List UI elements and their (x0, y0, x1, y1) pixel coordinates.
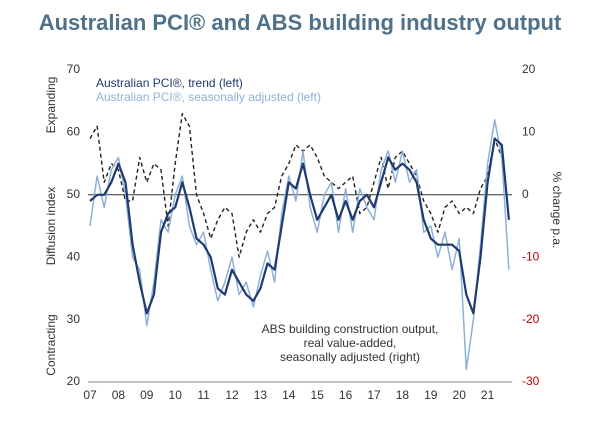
x-tick-label: 19 (424, 388, 438, 402)
y2-tick-label: 10 (522, 125, 536, 139)
x-tick-label: 11 (197, 388, 210, 402)
y2-tick-label: -20 (522, 312, 540, 326)
legend-entry: Australian PCI®, seasonally adjusted (le… (96, 90, 321, 104)
x-tick-label: 13 (254, 388, 268, 402)
y-tick-label: 30 (67, 312, 81, 326)
x-tick-label: 16 (339, 388, 353, 402)
annotation: ABS building construction output, (262, 322, 439, 336)
annotation: seasonally adjusted (right) (280, 350, 420, 364)
x-tick-label: 15 (311, 388, 325, 402)
series-line (89, 137, 510, 315)
x-tick-label: 09 (140, 388, 154, 402)
y-axis-bottom-label: Contracting (44, 314, 58, 375)
y-tick-label: 60 (67, 125, 81, 139)
x-tick-label: 18 (396, 388, 410, 402)
x-tick-label: 08 (112, 388, 126, 402)
annotation: real value-added, (304, 336, 397, 350)
y-axis-label: Diffusion index (44, 187, 58, 266)
y-tick-label: 40 (67, 249, 81, 263)
y2-tick-label: -10 (522, 249, 540, 263)
series-line (89, 113, 503, 258)
chart-title: Australian PCI® and ABS building industr… (39, 10, 562, 35)
x-tick-label: 14 (282, 388, 296, 402)
y2-tick-label: 0 (522, 187, 529, 201)
x-tick-label: 21 (481, 388, 495, 402)
x-tick-label: 07 (83, 388, 97, 402)
y-tick-label: 50 (67, 187, 81, 201)
y2-tick-label: -30 (522, 374, 540, 388)
x-tick-label: 20 (453, 388, 467, 402)
x-tick-label: 12 (225, 388, 239, 402)
legend-entry: Australian PCI®, trend (left) (96, 76, 243, 90)
y-tick-label: 70 (67, 62, 81, 76)
y-tick-label: 20 (67, 374, 81, 388)
y-axis-top-label: Expanding (44, 77, 58, 134)
x-tick-label: 10 (169, 388, 183, 402)
y2-axis-label: % change p.a. (550, 172, 564, 249)
x-tick-label: 17 (367, 388, 381, 402)
y2-tick-label: 20 (522, 62, 536, 76)
